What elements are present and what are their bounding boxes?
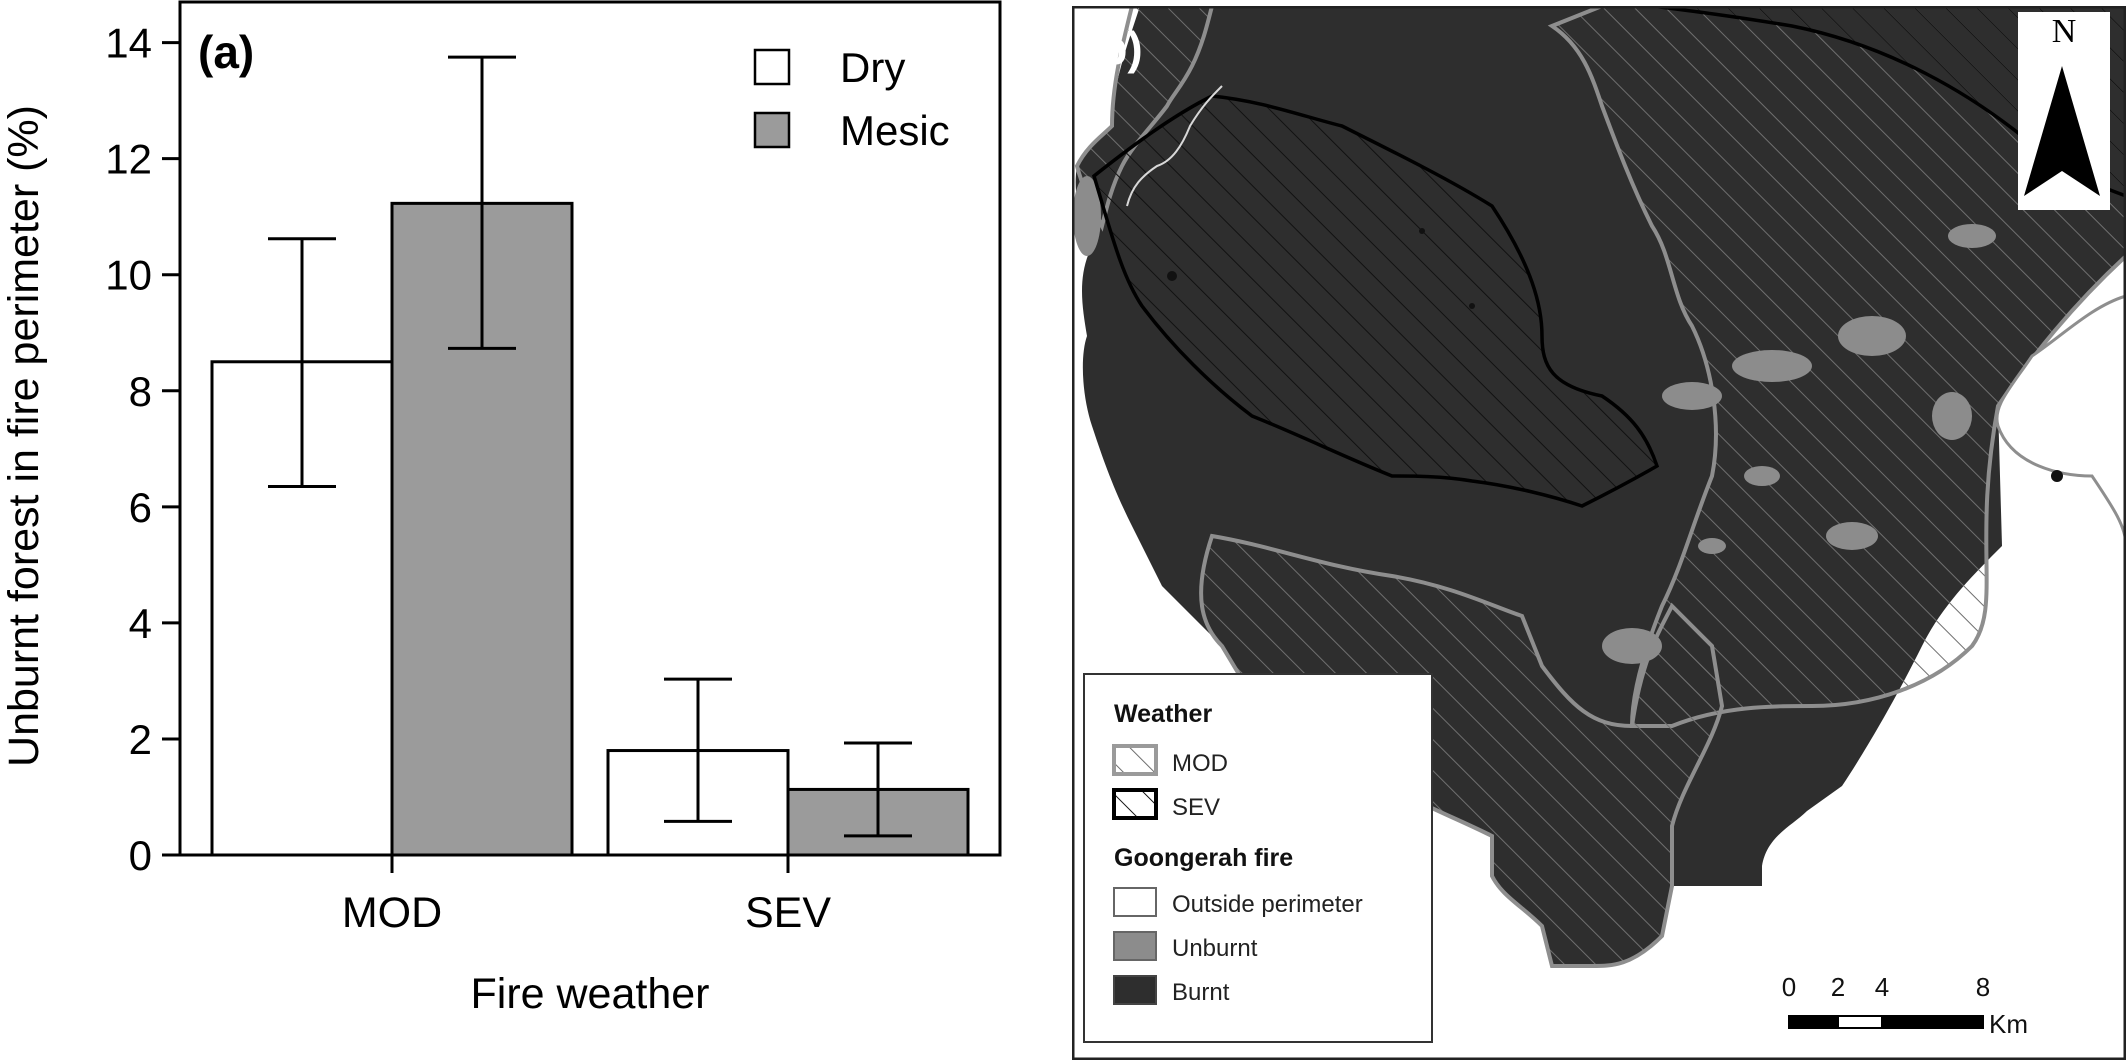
- error-bar-dry-sev: [664, 677, 732, 823]
- north-arrow-icon: [2024, 66, 2100, 196]
- scale-tick-8: 8: [1976, 972, 1990, 1002]
- legend-swatch-dry: [753, 48, 791, 86]
- x-tick-label-sev: SEV: [745, 889, 831, 937]
- legend-burnt-label: Burnt: [1172, 979, 1230, 1006]
- y-tick-label: 0: [129, 832, 152, 879]
- scale-seg-1: [1788, 1015, 1839, 1029]
- scale-seg-3: [1881, 1015, 1984, 1029]
- x-tick-label-mod: MOD: [342, 889, 442, 937]
- legend-fire-title: Goongerah fire: [1114, 844, 1293, 872]
- error-bar-mesic-sev: [844, 741, 912, 838]
- north-arrow: N: [2018, 12, 2110, 210]
- error-bar-dry-mod: [268, 237, 336, 489]
- legend-mod-swatch: [1112, 744, 1158, 776]
- legend-unburnt-label: Unburnt: [1172, 935, 1258, 962]
- x-axis: MOD SEV: [342, 855, 831, 937]
- error-bar-mesic-mod: [448, 55, 516, 350]
- legend-label-mesic: Mesic: [840, 107, 950, 154]
- x-axis-label: Fire weather: [471, 970, 710, 1018]
- panel-label-a: (a): [198, 26, 254, 78]
- map-frame: [1072, 6, 2126, 1060]
- scale-tick-2: 2: [1831, 972, 1845, 1002]
- scale-seg-2: [1837, 1015, 1883, 1029]
- scale-tick-4: 4: [1875, 972, 1889, 1002]
- panel-label-b: (b): [1084, 22, 1143, 74]
- legend-outside-swatch: [1113, 887, 1157, 917]
- outside-perimeter-notch: [1995, 294, 2126, 547]
- y-axis: 0 2 4 6 8 10 12 14: [105, 20, 180, 879]
- scale-unit: Km: [1989, 1009, 2028, 1039]
- legend-sev-label: SEV: [1172, 794, 1220, 821]
- legend-outside-label: Outside perimeter: [1172, 891, 1363, 918]
- y-tick-label: 8: [129, 368, 152, 415]
- legend-weather-title: Weather: [1114, 700, 1212, 728]
- y-axis-label: Unburnt forest in fire perimeter (%): [0, 105, 48, 767]
- sev-region-main: [1091, 94, 1660, 508]
- river-line: [1126, 85, 1223, 207]
- y-tick-label: 14: [105, 20, 152, 67]
- bar-chart: (a) Unburnt forest in fire perimeter (%)…: [0, 0, 1002, 1018]
- bars-group: [210, 201, 970, 857]
- scale-tick-0: 0: [1782, 972, 1796, 1002]
- scale-bar: 0 2 4 8 Km: [1752, 966, 2122, 1056]
- y-tick-label: 12: [105, 136, 152, 183]
- y-tick-label: 10: [105, 252, 152, 299]
- legend-mod-label: MOD: [1172, 750, 1228, 777]
- plot-frame: [178, 0, 1002, 857]
- legend-burnt-swatch: [1113, 975, 1157, 1005]
- legend-unburnt-swatch: [1113, 931, 1157, 961]
- chart-legend: Dry Mesic: [753, 44, 950, 154]
- map-legend: Weather MOD SEV Goongerah fire Outside p…: [1083, 673, 1433, 1043]
- fire-map: (b) N Weather MOD SEV Goongerah fire Out…: [1072, 6, 2126, 1060]
- unburnt-patches: [1073, 176, 1996, 664]
- error-bars-group: [268, 55, 912, 838]
- y-tick-label: 4: [129, 600, 152, 647]
- y-tick-label: 6: [129, 484, 152, 531]
- legend-label-dry: Dry: [840, 44, 905, 91]
- legend-swatch-mesic: [753, 111, 791, 149]
- burnt-islands: [1167, 228, 2063, 482]
- north-arrow-label: N: [2052, 13, 2077, 50]
- y-tick-label: 2: [129, 716, 152, 763]
- legend-sev-swatch: [1112, 788, 1158, 820]
